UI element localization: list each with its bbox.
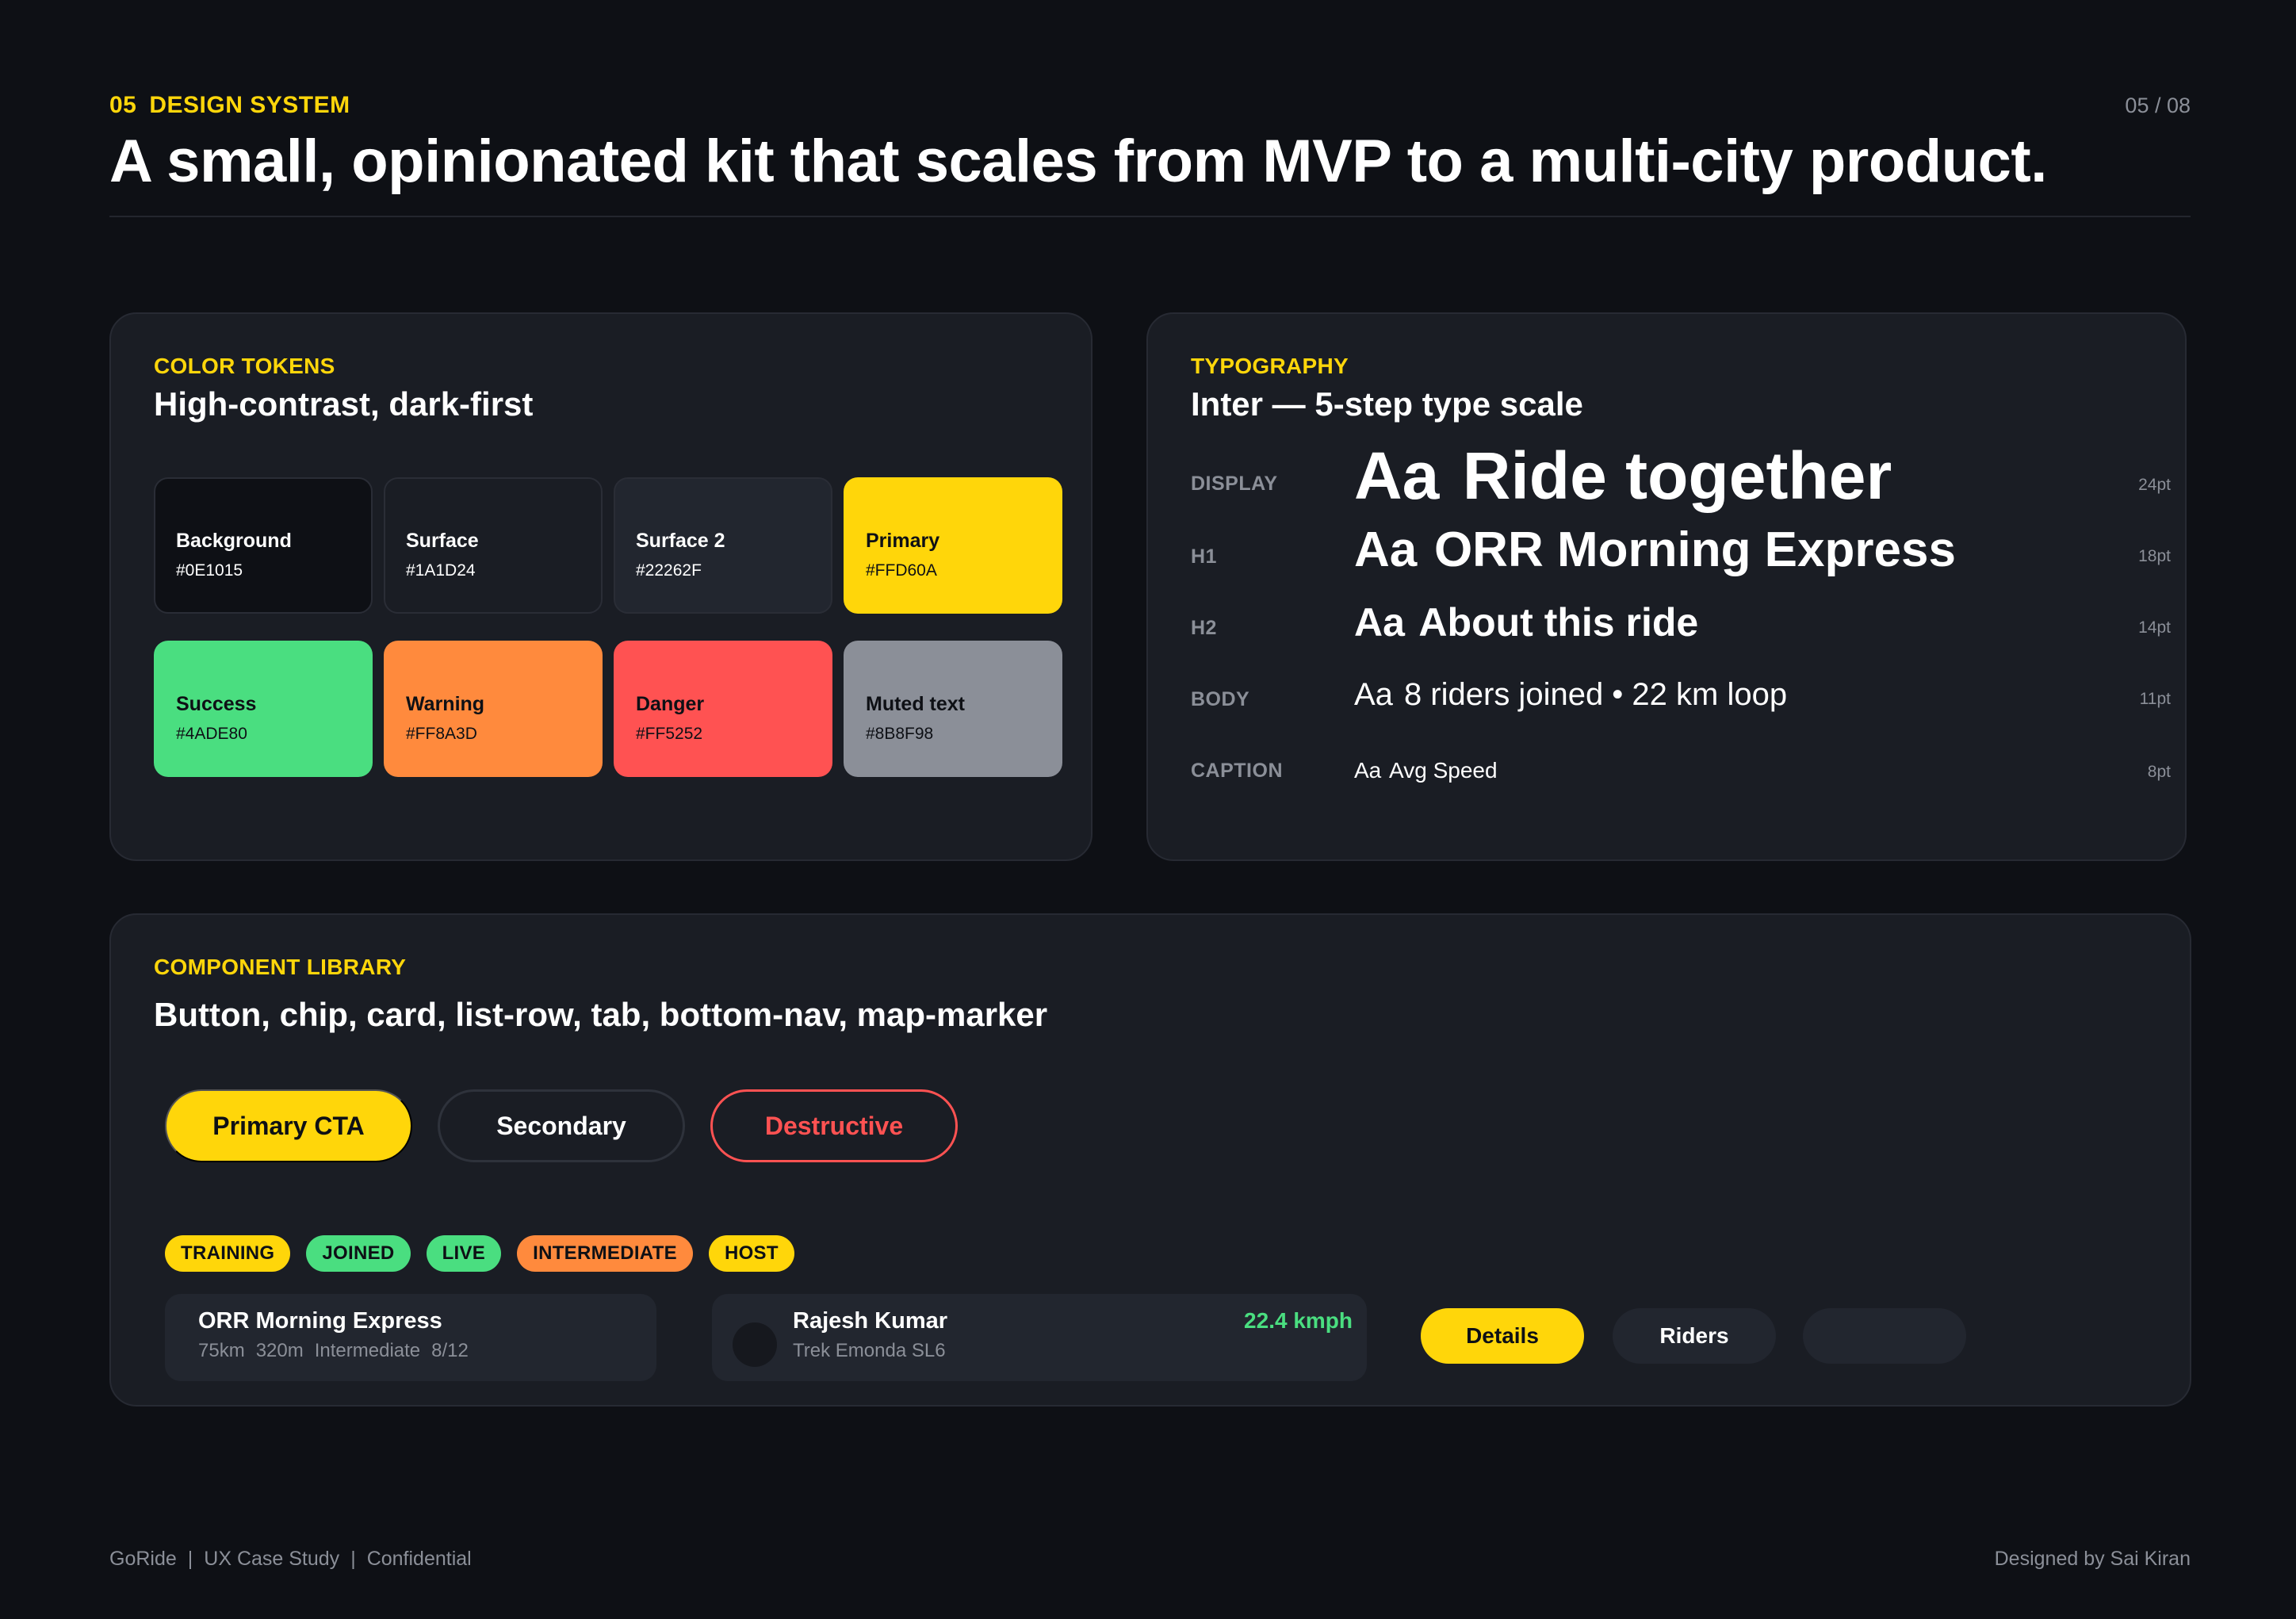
page-title: A small, opinionated kit that scales fro… (109, 128, 2047, 195)
destructive-button[interactable]: Destructive (710, 1089, 958, 1162)
section-tag: 05 DESIGN SYSTEM (109, 92, 350, 119)
swatch-name: Success (176, 693, 257, 715)
type-label: H2 (1191, 617, 1217, 639)
ride-elevation: 320m (255, 1340, 304, 1361)
type-size: 11pt (2139, 690, 2171, 708)
swatch-hex: #22262F (636, 561, 702, 580)
rider-bike: Trek Emonda SL6 (793, 1340, 946, 1361)
type-sample-body: Aa 8 riders joined • 22 km loop (1354, 677, 1788, 712)
rider-speed: 22.4 kmph (1244, 1308, 1353, 1333)
type-size: 14pt (2138, 618, 2171, 637)
type-sample-h1: Aa ORR Morning Express (1354, 522, 1956, 577)
type-sample-display: Aa Ride together (1354, 438, 1892, 513)
footer-brand: GoRide (109, 1548, 177, 1570)
rider-name: Rajesh Kumar (793, 1308, 948, 1334)
swatch-warning[interactable]: Warning #FF8A3D (384, 641, 603, 777)
swatch-muted-text[interactable]: Muted text #8B8F98 (844, 641, 1062, 777)
swatch-surface[interactable]: Surface #1A1D24 (384, 477, 603, 614)
section-number: 05 (109, 92, 137, 118)
type-row-h2: H2 Aa About this ride 14pt (1191, 588, 2171, 652)
header-divider (109, 216, 2191, 217)
swatch-background[interactable]: Background #0E1015 (154, 477, 373, 614)
chip-host[interactable]: HOST (708, 1235, 794, 1272)
swatch-name: Warning (406, 693, 485, 715)
swatch-name: Danger (636, 693, 705, 715)
footer-left: GoRide | UX Case Study | Confidential (109, 1548, 472, 1570)
swatch-grid: Background #0E1015 Surface #1A1D24 Surfa… (154, 477, 1062, 777)
ride-level: Intermediate (314, 1340, 421, 1361)
type-label: BODY (1191, 688, 1250, 710)
swatch-name: Surface 2 (636, 530, 725, 552)
ride-riders: 8/12 (431, 1340, 469, 1361)
swatch-name: Surface (406, 530, 479, 552)
type-row-body: BODY Aa 8 riders joined • 22 km loop 11pt (1191, 663, 2171, 726)
chip-live[interactable]: LIVE (426, 1235, 502, 1272)
color-tokens-title: High-contrast, dark-first (154, 385, 534, 423)
footer-doc-type: UX Case Study (204, 1548, 340, 1570)
rider-list-row[interactable]: Rajesh Kumar Trek Emonda SL6 22.4 kmph (712, 1294, 1367, 1381)
typography-card: TYPOGRAPHY Inter — 5-step type scale DIS… (1146, 312, 2187, 861)
page-counter: 05 / 08 (2125, 94, 2191, 117)
section-label: DESIGN SYSTEM (149, 92, 350, 118)
component-library-card: COMPONENT LIBRARY Button, chip, card, li… (109, 913, 2191, 1407)
typography-title: Inter — 5-step type scale (1191, 385, 1583, 423)
color-tokens-card: COLOR TOKENS High-contrast, dark-first B… (109, 312, 1093, 861)
color-tokens-eyebrow: COLOR TOKENS (154, 354, 335, 378)
swatch-danger[interactable]: Danger #FF5252 (614, 641, 832, 777)
component-library-eyebrow: COMPONENT LIBRARY (154, 955, 407, 979)
type-size: 24pt (2138, 476, 2171, 494)
swatch-name: Primary (866, 530, 940, 552)
ride-distance: 75km (198, 1340, 245, 1361)
secondary-button[interactable]: Secondary (438, 1089, 685, 1162)
tab-riders[interactable]: Riders (1613, 1308, 1776, 1364)
swatch-name: Muted text (866, 693, 965, 715)
type-label: CAPTION (1191, 760, 1283, 782)
chip-intermediate[interactable]: INTERMEDIATE (517, 1235, 693, 1272)
type-label: H1 (1191, 545, 1217, 568)
type-row-caption: CAPTION Aa Avg Speed 8pt (1191, 736, 2171, 791)
typography-eyebrow: TYPOGRAPHY (1191, 354, 1349, 378)
swatch-hex: #0E1015 (176, 561, 243, 580)
ride-card-title: ORR Morning Express (198, 1308, 442, 1334)
type-sample-caption: Aa Avg Speed (1354, 758, 1498, 783)
swatch-surface-2[interactable]: Surface 2 #22262F (614, 477, 832, 614)
type-sample-h2: Aa About this ride (1354, 600, 1699, 645)
ride-card[interactable]: ORR Morning Express 75km 320m Intermediate… (165, 1294, 656, 1381)
component-library-title: Button, chip, card, list-row, tab, botto… (154, 996, 1048, 1033)
avatar (733, 1322, 777, 1367)
primary-cta-button[interactable]: Primary CTA (165, 1089, 412, 1162)
swatch-hex: #1A1D24 (406, 561, 476, 580)
chip-joined[interactable]: JOINED (306, 1235, 411, 1272)
swatch-success[interactable]: Success #4ADE80 (154, 641, 373, 777)
swatch-primary[interactable]: Primary #FFD60A (844, 477, 1062, 614)
chip-row: TRAINING JOINED LIVE INTERMEDIATE HOST (165, 1235, 794, 1272)
chip-training[interactable]: TRAINING (165, 1235, 291, 1272)
type-label: DISPLAY (1191, 473, 1278, 495)
type-size: 8pt (2147, 763, 2171, 781)
footer-confidential: Confidential (366, 1548, 472, 1570)
swatch-hex: #FF8A3D (406, 725, 477, 743)
footer-credit: Designed by Sai Kiran (1994, 1548, 2191, 1570)
type-row-h1: H1 Aa ORR Morning Express 18pt (1191, 511, 2171, 582)
swatch-hex: #4ADE80 (176, 725, 247, 743)
type-size: 18pt (2138, 547, 2171, 565)
swatch-hex: #FFD60A (866, 561, 937, 580)
swatch-hex: #FF5252 (636, 725, 703, 743)
type-row-display: DISPLAY Aa Ride together 24pt (1191, 431, 2171, 513)
tab-placeholder[interactable] (1803, 1308, 1966, 1364)
swatch-hex: #8B8F98 (866, 725, 934, 743)
ride-card-meta: 75km 320m Intermediate 8/12 (198, 1340, 480, 1362)
swatch-name: Background (176, 530, 292, 552)
tab-details[interactable]: Details (1421, 1308, 1584, 1364)
